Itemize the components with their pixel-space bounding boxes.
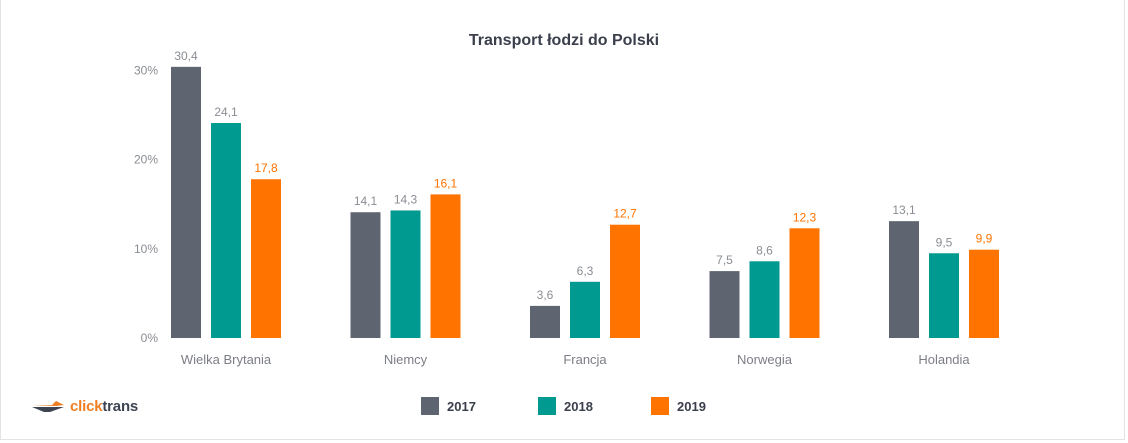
bar-2017-0 (171, 66, 201, 338)
data-label-2019-3: 12,3 (793, 210, 817, 224)
bar-2019-1 (430, 194, 461, 338)
logo-text-trans: trans (102, 397, 139, 415)
bar-2018-0 (211, 123, 241, 338)
data-label-2019-1: 16,1 (434, 176, 458, 190)
chart-legend: 2017 2018 2019 (0, 397, 1128, 415)
data-label-2017-0: 30,4 (174, 49, 198, 63)
y-tick-label: 20% (134, 153, 158, 167)
x-tick-label: Wielka Brytania (181, 352, 272, 367)
data-label-2019-0: 17,8 (254, 161, 278, 175)
data-label-2018-0: 24,1 (214, 105, 238, 119)
data-label-2019-2: 12,7 (613, 207, 637, 221)
data-label-2018-2: 6,3 (577, 264, 594, 278)
data-label-2019-4: 9,9 (976, 232, 993, 246)
bar-2018-3 (749, 261, 780, 338)
legend-swatch-2019 (651, 397, 669, 415)
data-label-2018-1: 14,3 (394, 192, 418, 206)
data-label-2017-2: 3,6 (537, 288, 554, 302)
legend-label-2018: 2018 (564, 398, 593, 414)
bar-2019-4 (969, 249, 999, 338)
bar-2018-2 (570, 281, 600, 338)
bar-2017-3 (709, 271, 740, 338)
x-tick-label: Norwegia (737, 352, 793, 367)
data-label-2017-4: 13,1 (892, 203, 916, 217)
bar-2018-1 (390, 210, 421, 338)
legend-item-2019[interactable]: 2019 (651, 397, 706, 415)
logo-text-click: click (70, 397, 103, 415)
data-label-2017-3: 7,5 (716, 253, 733, 267)
legend-item-2017[interactable]: 2017 (421, 397, 476, 415)
chart-title: Transport łodzi do Polski (468, 32, 660, 49)
x-tick-label: Niemcy (384, 352, 428, 367)
bar-2019-3 (789, 228, 820, 338)
bar-2017-4 (889, 221, 919, 338)
x-tick-label: Holandia (918, 352, 970, 367)
bar-2017-2 (530, 305, 560, 338)
y-tick-label: 0% (141, 331, 159, 345)
y-tick-label: 30% (134, 63, 158, 77)
legend-item-2018[interactable]: 2018 (538, 397, 593, 415)
plane-arrow-icon (32, 401, 64, 412)
bar-2019-2 (610, 224, 640, 338)
bar-2017-1 (350, 212, 381, 338)
y-tick-label: 10% (134, 242, 158, 256)
clicktrans-logo: clicktrans (30, 396, 138, 416)
legend-label-2017: 2017 (447, 398, 476, 414)
x-tick-label: Francja (563, 352, 607, 367)
data-label-2018-3: 8,6 (756, 243, 773, 257)
data-label-2017-1: 14,1 (354, 194, 378, 208)
bar-2018-4 (929, 253, 959, 338)
legend-swatch-2017 (421, 397, 439, 415)
legend-swatch-2018 (538, 397, 556, 415)
legend-label-2019: 2019 (677, 398, 706, 414)
data-label-2018-4: 9,5 (936, 235, 953, 249)
bar-2019-0 (251, 179, 281, 338)
logo-text: clicktrans (70, 398, 138, 415)
